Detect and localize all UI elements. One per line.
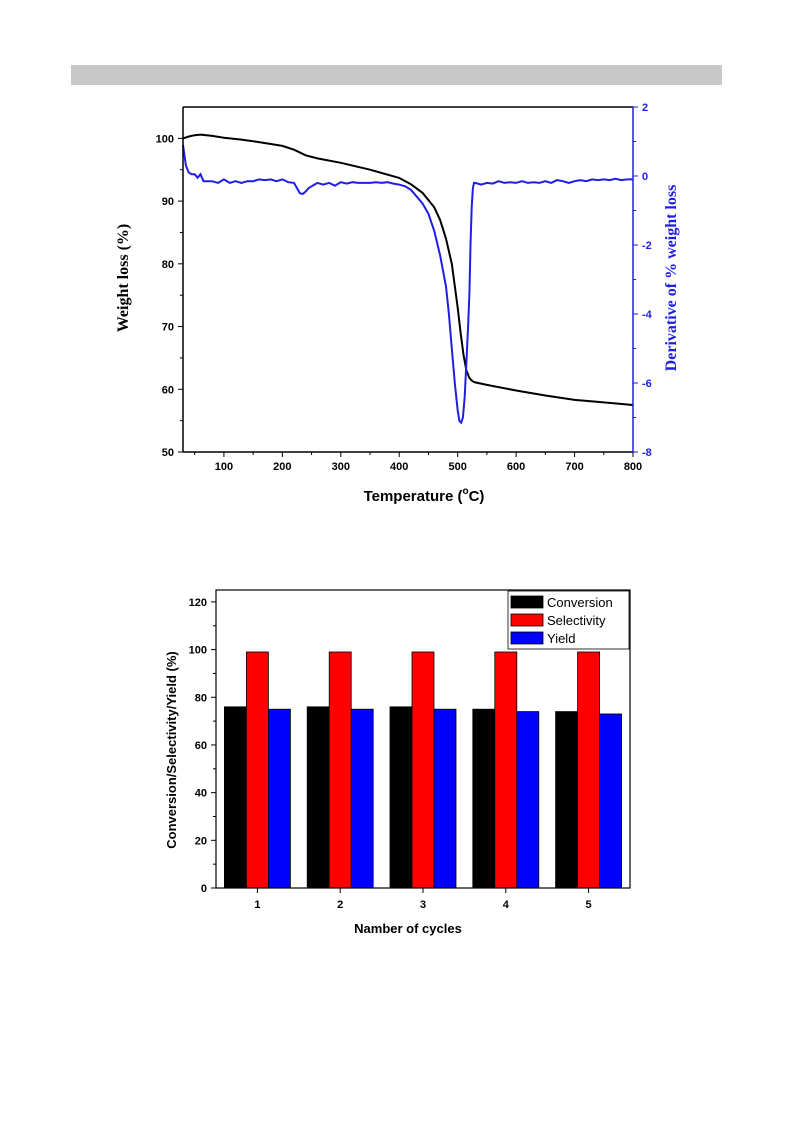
tga-x-tick-label: 700 bbox=[565, 461, 583, 473]
tga-x-tick-label: 200 bbox=[273, 461, 291, 473]
tga-y-tick-label: 60 bbox=[162, 384, 174, 396]
bar-yield-cycle-4 bbox=[516, 711, 540, 889]
legend-label-selectivity: Selectivity bbox=[547, 613, 606, 628]
tga-y2-tick-label: -4 bbox=[642, 309, 653, 321]
bar-conversion-cycle-1 bbox=[224, 706, 247, 889]
cycles-y-tick-label: 100 bbox=[189, 645, 207, 657]
cycles-y-tick-label: 60 bbox=[195, 740, 207, 752]
tga-x-tick-label: 600 bbox=[507, 461, 525, 473]
page-header-bar bbox=[71, 65, 722, 85]
cycles-y-tick-label: 40 bbox=[195, 788, 207, 800]
tga-axis-labels: Temperature (oC) Weight loss (%) Derivat… bbox=[115, 185, 680, 505]
tga-x-tick-label: 800 bbox=[624, 461, 642, 473]
tga-xlabel-sup: o bbox=[462, 486, 468, 497]
bar-selectivity-cycle-3 bbox=[411, 651, 435, 889]
tga-y2-tick-label: -8 bbox=[642, 447, 652, 459]
bar-yield-cycle-5 bbox=[599, 713, 623, 889]
bar-yield-cycle-2 bbox=[350, 708, 374, 889]
legend-label-yield: Yield bbox=[547, 631, 575, 646]
weight-loss-curve bbox=[182, 133, 634, 406]
bar-selectivity-cycle-5 bbox=[577, 651, 601, 889]
cycles-xlabel: Namber of cycles bbox=[354, 921, 462, 936]
bar-selectivity-cycle-1 bbox=[246, 651, 269, 889]
tga-xlabel-tail: C) bbox=[469, 488, 485, 505]
tga-y-tick-label: 90 bbox=[162, 196, 174, 208]
bar-conversion-cycle-4 bbox=[472, 708, 496, 889]
cycles-legend: Conversion Selectivity Yield bbox=[507, 590, 630, 650]
tga-y-tick-label: 70 bbox=[162, 322, 174, 334]
cycles-y-tick-label: 0 bbox=[201, 883, 207, 895]
tga-y-tick-label: 100 bbox=[156, 133, 174, 145]
legend-swatch-conversion bbox=[510, 595, 544, 609]
cycles-y-tick-label: 80 bbox=[195, 692, 207, 704]
bar-conversion-cycle-5 bbox=[555, 711, 579, 889]
cycles-axes: 1 2 3 4 5 0 20 40 60 80 100 120 bbox=[189, 589, 631, 911]
cycles-frame bbox=[215, 589, 631, 889]
cycles-y-tick-label: 20 bbox=[195, 835, 207, 847]
cycles-x-tick-label: 2 bbox=[337, 899, 343, 911]
tga-y-tick-label: 80 bbox=[162, 259, 174, 271]
legend-swatch-yield bbox=[510, 631, 544, 645]
cycles-chart-svg: 1 2 3 4 5 0 20 40 60 80 100 120 Conversion Selectivi… bbox=[164, 589, 631, 936]
tga-y2-tick-label: 0 bbox=[642, 171, 648, 183]
derivative-curve bbox=[182, 144, 633, 425]
legend-label-conversion: Conversion bbox=[547, 595, 613, 610]
cycles-ylabel: Conversion/Selectivity/Yield (%) bbox=[164, 651, 179, 848]
cycles-x-tick-label: 1 bbox=[254, 899, 260, 911]
cycles-plot-area bbox=[224, 651, 623, 889]
bar-yield-cycle-1 bbox=[268, 708, 291, 889]
cycles-bar-chart: 1 2 3 4 5 0 20 40 60 80 100 120 Conversion Selectivi… bbox=[163, 585, 633, 940]
tga-x-tick-label: 500 bbox=[448, 461, 466, 473]
bar-selectivity-cycle-4 bbox=[494, 651, 518, 889]
tga-xlabel: Temperature (oC) bbox=[364, 486, 485, 505]
cycles-y-tick-label: 120 bbox=[189, 597, 207, 609]
tga-y2-tick-label: 2 bbox=[642, 102, 648, 114]
legend-swatch-selectivity bbox=[510, 613, 544, 627]
tga-ylabel: Weight loss (%) bbox=[115, 224, 132, 332]
cycles-x-tick-label: 5 bbox=[586, 899, 592, 911]
bar-yield-cycle-3 bbox=[433, 708, 457, 889]
tga-xlabel-main: Temperature ( bbox=[364, 488, 463, 505]
cycles-x-tick-label: 4 bbox=[503, 899, 510, 911]
tga-chart-svg: 100 200 300 400 500 600 700 800 50 60 70 80 90 100 -8 -… bbox=[115, 102, 680, 505]
bar-selectivity-cycle-2 bbox=[328, 651, 352, 889]
tga-x-tick-label: 100 bbox=[215, 461, 233, 473]
tga-x-tick-label: 300 bbox=[332, 461, 350, 473]
tga-y2-tick-label: -6 bbox=[642, 378, 652, 390]
tga-y2label: Derivative of % weight loss bbox=[663, 185, 680, 372]
bar-conversion-cycle-3 bbox=[389, 706, 413, 889]
tga-y2-tick-label: -2 bbox=[642, 240, 652, 252]
tga-y-tick-label: 50 bbox=[162, 447, 174, 459]
cycles-x-tick-label: 3 bbox=[420, 899, 426, 911]
tga-chart: 100 200 300 400 500 600 700 800 50 60 70 80 90 100 -8 -… bbox=[113, 95, 683, 507]
bar-conversion-cycle-2 bbox=[306, 706, 330, 889]
tga-plot-area bbox=[182, 133, 634, 425]
tga-axes: 100 200 300 400 500 600 700 800 50 60 70 80 90 100 -8 -… bbox=[156, 102, 653, 473]
tga-x-tick-label: 400 bbox=[390, 461, 408, 473]
